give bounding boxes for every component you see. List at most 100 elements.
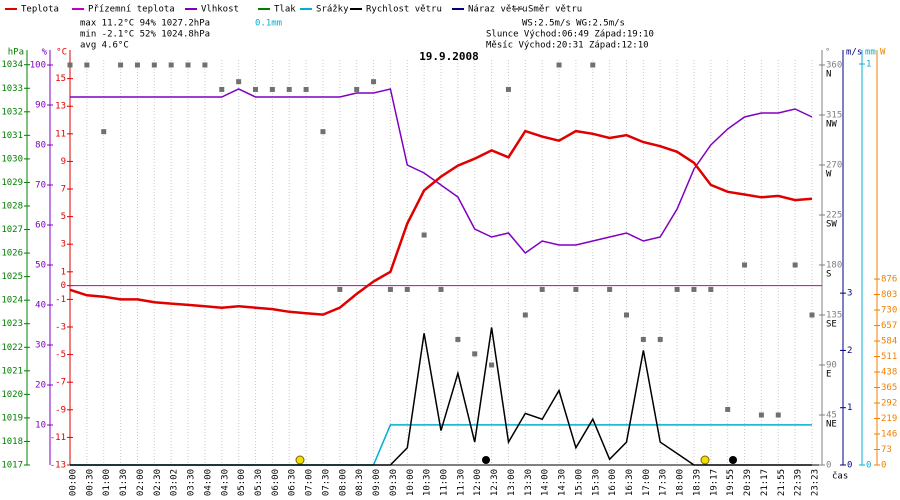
wind-direction-point (573, 286, 579, 292)
x-tick-label: 17:00 (642, 469, 652, 496)
x-tick-label: 04:30 (220, 469, 230, 496)
wind-direction-point (640, 336, 646, 342)
wind-direction-point (404, 286, 410, 292)
x-tick-label: 07:30 (321, 469, 331, 496)
y-axis-unit: % (42, 48, 48, 58)
y-tick-label: 1023 (1, 319, 23, 329)
x-tick-label: 03:02 (170, 469, 180, 496)
wind-direction-point (624, 312, 629, 318)
y-axis-unit: hPa (8, 48, 24, 58)
x-tick-label: 14:00 (541, 469, 551, 496)
y-axis-unit: m/s (846, 48, 862, 58)
legend-label: Směr větru (528, 5, 582, 15)
y-tick-label: 80 (35, 141, 46, 151)
wind-direction-point (67, 62, 73, 68)
x-tick-label: 12:00 (473, 469, 483, 496)
wind-direction-point (438, 286, 444, 292)
y-tick-label: -1 (55, 295, 66, 305)
stat-sun: Slunce Východ:06:49 Západ:19:10 (486, 30, 654, 40)
y-tick-label: 1028 (1, 201, 23, 211)
x-tick-label: 05:30 (254, 469, 264, 496)
wind-direction-point (269, 86, 275, 92)
y-tick-label: -3 (55, 323, 66, 333)
wind-direction-point (84, 62, 90, 68)
y-tick-label: 1021 (1, 366, 23, 376)
x-tick-label: 10:30 (423, 469, 433, 496)
y-tick-label: 270 (826, 161, 842, 171)
y-tick-label: 15 (55, 74, 66, 84)
stat-min: min -2.1°C 52% 1024.8hPa (80, 30, 210, 40)
y-tick-label: 584 (881, 337, 897, 347)
y-tick-label: 360 (826, 61, 842, 71)
x-tick-label: 16:30 (625, 469, 635, 496)
y-tick-label: 10 (35, 421, 46, 431)
y-tick-label: 146 (881, 430, 897, 440)
y-tick-label: 0 (826, 461, 831, 471)
y-tick-label: 0 (61, 281, 66, 291)
x-tick-label: 06:30 (288, 469, 298, 496)
stat-max: max 11.2°C 94% 1027.2hPa (80, 19, 210, 29)
y-tick-label: 0 (881, 461, 886, 471)
x-tick-label: 17:30 (659, 469, 669, 496)
y-axis-unit: ° (825, 48, 830, 58)
y-tick-label: 1027 (1, 225, 23, 235)
x-tick-label: 07:00 (305, 469, 315, 496)
wind-direction-point (168, 62, 174, 68)
legend-label: Rychlost větru (366, 5, 442, 15)
y-tick-label: 20 (35, 381, 46, 391)
series-line (70, 327, 812, 466)
y-tick-label: 438 (881, 368, 897, 378)
x-tick-label: 22:39 (794, 469, 804, 496)
wind-direction-point (101, 129, 107, 135)
x-tick-label: 00:30 (85, 469, 95, 496)
x-tick-label: 18:39 (692, 469, 702, 496)
wind-direction-point (472, 351, 478, 357)
x-tick-label: 12:30 (490, 469, 500, 496)
y-tick-label: -5 (55, 350, 66, 360)
compass-label: W (826, 170, 832, 180)
y-axis-unit: mm (865, 48, 876, 58)
wind-direction-point (708, 286, 714, 292)
y-tick-label: 3 (847, 289, 852, 299)
y-tick-label: 70 (35, 181, 46, 191)
x-tick-label: 06:00 (271, 469, 281, 496)
compass-label: E (826, 370, 831, 380)
y-tick-label: 9 (61, 157, 66, 167)
wind-direction-point (455, 336, 461, 342)
y-tick-label: 1024 (1, 296, 23, 306)
wind-direction-point (489, 362, 495, 368)
y-tick-label: 1 (847, 403, 852, 413)
x-tick-label: 23:23 (811, 469, 821, 496)
wind-direction-point (590, 62, 596, 68)
x-tick-label: 02:00 (136, 469, 146, 496)
legend-label: Srážky (316, 5, 349, 15)
wind-direction-point (657, 336, 663, 342)
y-tick-label: 135 (826, 311, 842, 321)
y-tick-label: 45 (826, 411, 837, 421)
y-tick-label: 30 (35, 341, 46, 351)
x-tick-label: 15:30 (591, 469, 601, 496)
y-tick-label: 50 (35, 261, 46, 271)
wind-direction-point (134, 62, 140, 68)
y-tick-label: 5 (61, 212, 66, 222)
wind-direction-point (118, 62, 124, 68)
x-tick-label: 02:30 (153, 469, 163, 496)
wind-direction-point (219, 86, 225, 92)
compass-label: NE (826, 420, 837, 430)
y-tick-label: 1032 (1, 107, 23, 117)
stat-moon: Měsíc Východ:20:31 Západ:12:10 (486, 41, 649, 51)
y-tick-label: 1029 (1, 178, 23, 188)
wind-direction-point (522, 312, 528, 318)
y-axis-unit: °C (56, 48, 67, 58)
compass-label: N (826, 70, 831, 80)
wind-direction-point (253, 86, 258, 92)
x-tick-label: 01:30 (119, 469, 129, 496)
y-tick-label: 1 (866, 60, 871, 70)
x-axis-label: čas (832, 471, 848, 482)
wind-direction-point (674, 286, 680, 292)
legend-label: Náraz větru (468, 5, 528, 15)
x-tick-label: 09:30 (389, 469, 399, 496)
series-line (70, 88, 813, 255)
